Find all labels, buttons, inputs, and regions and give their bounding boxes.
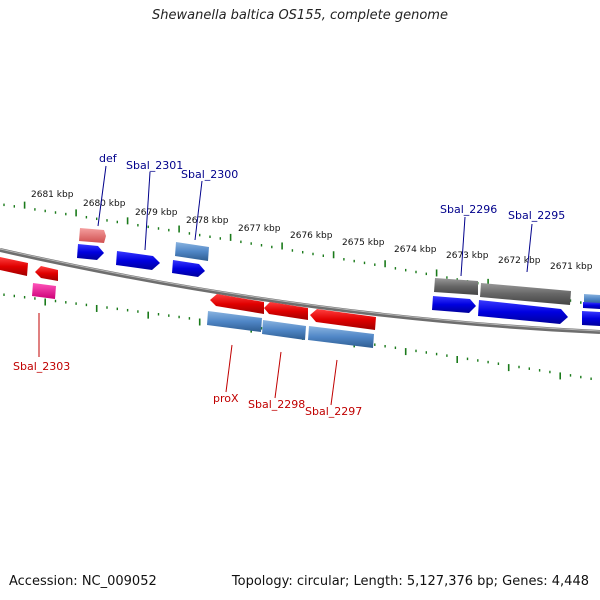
gene-sbal-2300[interactable] bbox=[172, 260, 205, 277]
gene-label-prox: proX bbox=[213, 392, 239, 405]
gene-def[interactable] bbox=[77, 244, 104, 260]
gene-sbal-2295[interactable] bbox=[478, 300, 568, 324]
gene-sbal-2298[interactable] bbox=[264, 302, 308, 320]
gene-sbal-2297[interactable] bbox=[310, 309, 376, 330]
forward-strand-features bbox=[77, 228, 600, 326]
gene-label-sbal-2303: Sbal_2303 bbox=[13, 360, 70, 373]
gene-prox[interactable] bbox=[210, 294, 264, 314]
tick-label-2672: 2672 kbp bbox=[498, 256, 541, 266]
gene-label-sbal-2298: Sbal_2298 bbox=[248, 398, 305, 411]
tick-label-2671: 2671 kbp bbox=[550, 262, 593, 272]
gene-label-sbal-2296: Sbal_2296 bbox=[440, 203, 497, 216]
tick-label-2676: 2676 kbp bbox=[290, 231, 333, 241]
tick-label-2673: 2673 kbp bbox=[446, 251, 489, 261]
gene-label-sbal-2295: Sbal_2295 bbox=[508, 209, 565, 222]
genome-backbone bbox=[0, 248, 600, 334]
topology-text: Topology: circular; Length: 5,127,376 bp… bbox=[231, 574, 589, 589]
gene-label-def: def bbox=[99, 152, 118, 165]
gene-label-sbal-2297: Sbal_2297 bbox=[305, 405, 362, 418]
reverse-strand-features bbox=[0, 257, 376, 348]
gene-edge-right-1[interactable] bbox=[583, 302, 600, 309]
tick-label-2677: 2677 kbp bbox=[238, 224, 281, 234]
accession-text: Accession: NC_009052 bbox=[9, 574, 157, 589]
gene-label-sbal-2301: Sbal_2301 bbox=[126, 159, 183, 172]
cds-sbal-2298[interactable] bbox=[262, 320, 306, 340]
label-leaders bbox=[38, 165, 533, 406]
gene-edge-left[interactable] bbox=[0, 257, 28, 276]
gene-sbal-2296[interactable] bbox=[432, 296, 476, 313]
cds-edge-right[interactable] bbox=[584, 294, 600, 304]
gene-labels: def Sbal_2301 Sbal_2300 Sbal_2296 Sbal_2… bbox=[13, 152, 565, 418]
map-title: Shewanella baltica OS155, complete genom… bbox=[152, 8, 448, 23]
tick-label-2680: 2680 kbp bbox=[83, 199, 126, 209]
tick-label-2681: 2681 kbp bbox=[31, 190, 74, 200]
tick-label-2674: 2674 kbp bbox=[394, 245, 437, 255]
cds-sbal-2296-grey[interactable] bbox=[434, 278, 478, 295]
tick-label-2678: 2678 kbp bbox=[186, 216, 229, 226]
gene-edge-right-2[interactable] bbox=[582, 311, 600, 326]
cds-prox[interactable] bbox=[207, 311, 262, 332]
scale-tick-labels: 2681 kbp 2680 kbp 2679 kbp 2678 kbp 2677… bbox=[31, 190, 593, 272]
cds-sbal-2295-grey[interactable] bbox=[480, 283, 571, 305]
tick-label-2675: 2675 kbp bbox=[342, 238, 385, 248]
gene-def-pseudo[interactable] bbox=[79, 228, 106, 243]
tick-label-2679: 2679 kbp bbox=[135, 208, 178, 218]
cds-sbal-2300[interactable] bbox=[175, 242, 209, 261]
gene-label-sbal-2300: Sbal_2300 bbox=[181, 168, 238, 181]
gene-sbal-2301[interactable] bbox=[116, 251, 160, 270]
misc-feature-sbal-2303[interactable] bbox=[32, 283, 56, 299]
cds-sbal-2297[interactable] bbox=[308, 326, 374, 348]
gene-sbal-2303[interactable] bbox=[35, 266, 58, 281]
